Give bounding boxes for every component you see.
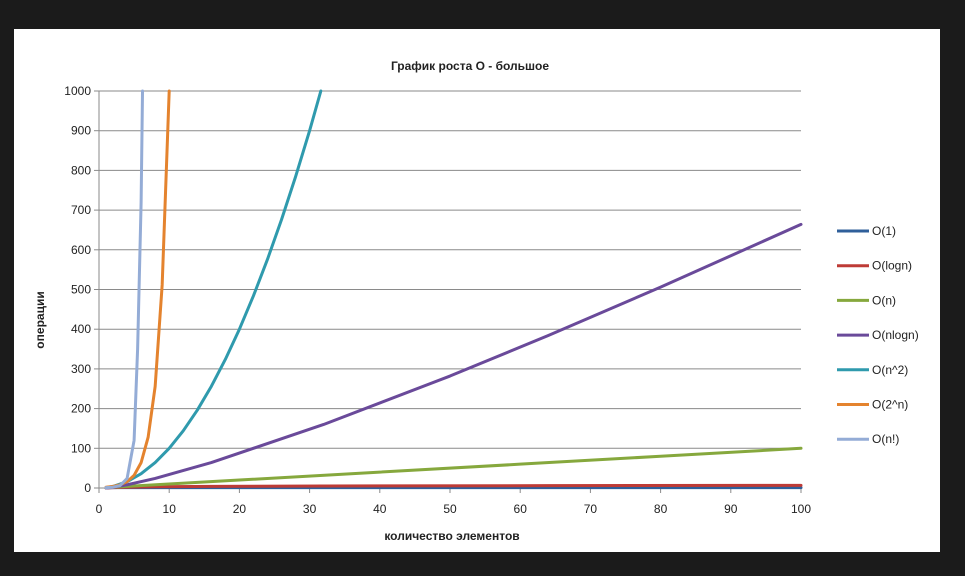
series-line-2 bbox=[104, 446, 803, 490]
y-tick-label: 0 bbox=[84, 481, 91, 495]
y-tick-label: 800 bbox=[71, 163, 91, 177]
legend-label: O(1) bbox=[872, 224, 896, 238]
y-tick-label: 100 bbox=[71, 441, 91, 455]
x-tick-label: 90 bbox=[724, 502, 738, 516]
axes bbox=[94, 90, 802, 493]
x-tick-label: 30 bbox=[303, 502, 317, 516]
y-tick-label: 400 bbox=[71, 322, 91, 336]
y-tick-label: 200 bbox=[71, 402, 91, 416]
legend-label: O(n!) bbox=[872, 432, 899, 446]
x-tick-label: 0 bbox=[96, 502, 103, 516]
x-axis-label: количество элементов bbox=[384, 529, 519, 543]
series-line-6 bbox=[104, 89, 145, 490]
y-tick-label: 1000 bbox=[64, 84, 91, 98]
x-tick-label: 50 bbox=[443, 502, 457, 516]
y-tick-label: 500 bbox=[71, 283, 91, 297]
series-lines bbox=[104, 89, 803, 490]
y-tick-label: 700 bbox=[71, 203, 91, 217]
big-o-growth-chart: График роста O - большое количество элем… bbox=[33, 59, 919, 543]
y-tick-label: 600 bbox=[71, 243, 91, 257]
tick-labels: 0 100 200 300 400 500 600 700 800 900 1000 0 10 20 30 4… bbox=[64, 84, 811, 516]
y-tick-label: 900 bbox=[71, 124, 91, 138]
legend-label: O(logn) bbox=[872, 259, 912, 273]
legend-label: O(nlogn) bbox=[872, 328, 919, 342]
y-tick-label: 300 bbox=[71, 362, 91, 376]
x-tick-label: 20 bbox=[233, 502, 247, 516]
legend-label: O(n^2) bbox=[872, 363, 908, 377]
x-tick-label: 60 bbox=[514, 502, 528, 516]
x-tick-label: 70 bbox=[584, 502, 598, 516]
x-tick-label: 80 bbox=[654, 502, 668, 516]
x-tick-label: 10 bbox=[163, 502, 177, 516]
legend-label: O(2^n) bbox=[872, 398, 908, 412]
chart-card: График роста O - большое количество элем… bbox=[14, 29, 940, 552]
x-tick-label: 40 bbox=[373, 502, 387, 516]
legend-label: O(n) bbox=[872, 293, 896, 307]
grid-lines bbox=[99, 90, 801, 449]
series-line-4 bbox=[104, 89, 323, 490]
chart-title: График роста O - большое bbox=[391, 59, 549, 73]
x-tick-label: 100 bbox=[791, 502, 811, 516]
y-axis-label: операции bbox=[33, 291, 47, 348]
legend: O(1) O(logn) O(n) O(nlogn) O(n^2) O(2^n) O(n!) bbox=[837, 224, 919, 446]
